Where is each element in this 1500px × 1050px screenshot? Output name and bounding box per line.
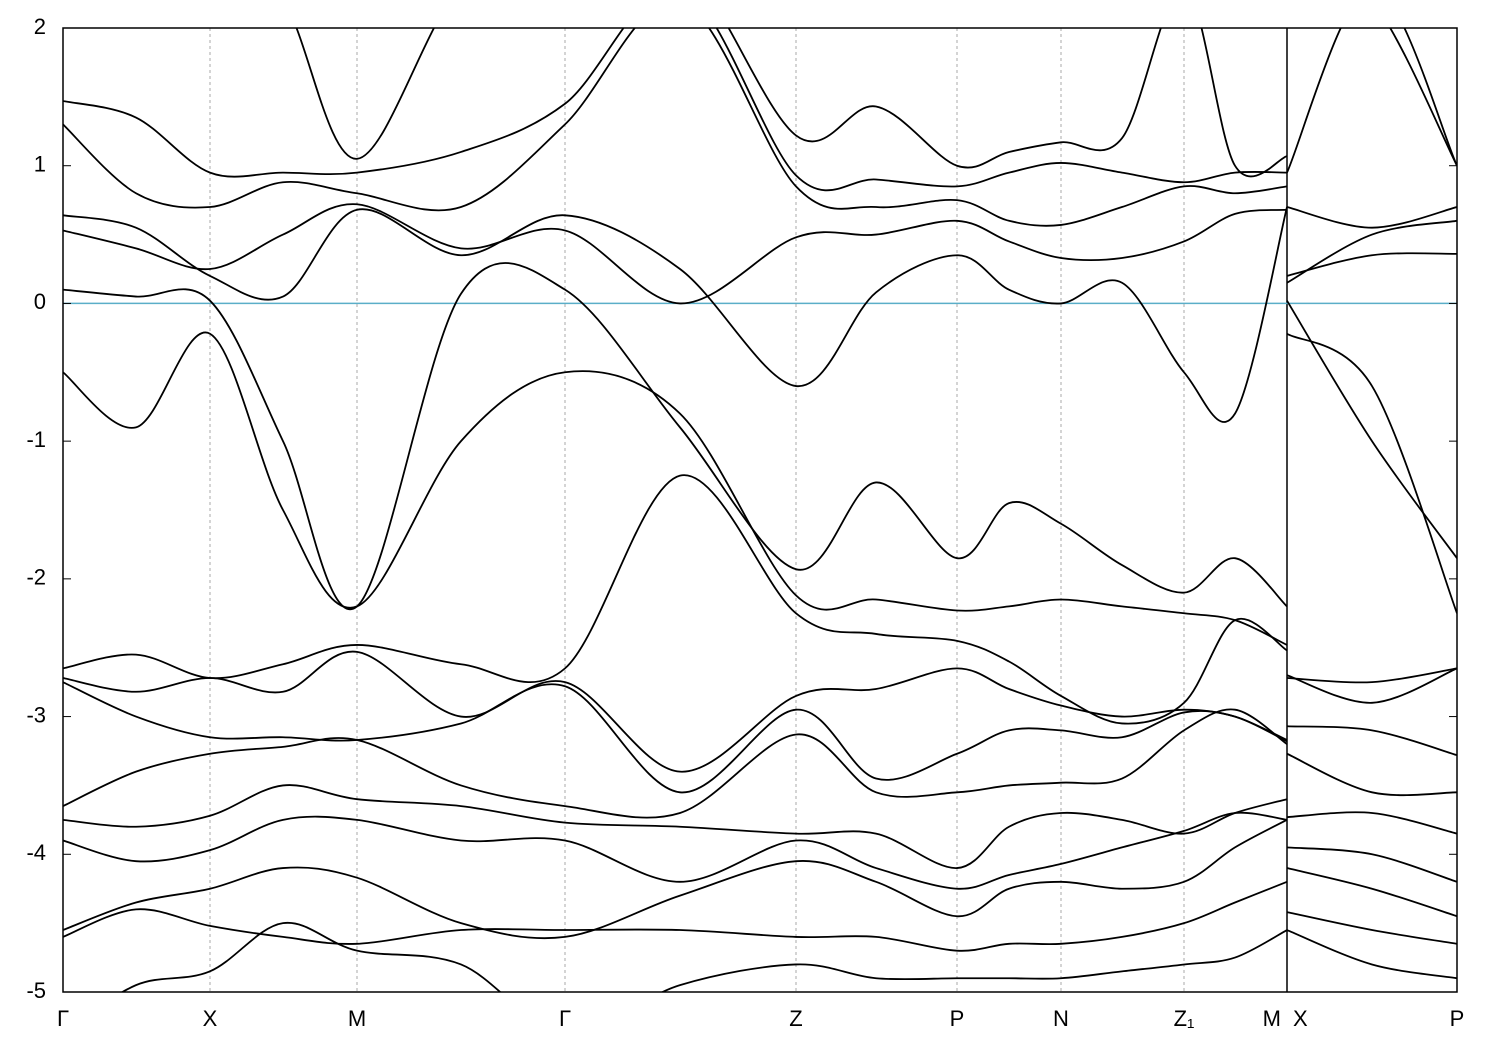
band-line [120, 921, 1457, 992]
x-tick-label: N [1053, 1006, 1069, 1031]
x-tick-label: P [950, 1006, 965, 1031]
y-tick-label: -3 [26, 702, 46, 727]
bands [63, 28, 1457, 992]
band-line [63, 880, 1457, 952]
plot-frame [62, 27, 1458, 993]
band-line [63, 28, 1457, 229]
x-tick-label: M [348, 1006, 366, 1031]
band-line [63, 28, 1457, 192]
band-line [63, 206, 1457, 423]
y-tick-label: 0 [34, 289, 46, 314]
y-tick-label: -2 [26, 565, 46, 590]
band-line [63, 262, 1457, 611]
band-line [63, 650, 1457, 773]
band-line [63, 811, 1457, 890]
band-line [63, 474, 1457, 725]
y-tick-label: -1 [26, 427, 46, 452]
x-tick-label: X [1293, 1006, 1308, 1031]
x-tick-label: M [1263, 1006, 1281, 1031]
labels: 210-1-2-3-4-5Γ X M Γ Z P N Z₁ M X P [26, 14, 1464, 1031]
band-line [63, 681, 1457, 794]
band-line [63, 784, 1457, 869]
band-line [63, 708, 1457, 819]
x-tick-label: X [203, 1006, 218, 1031]
y-tick-label: 2 [34, 14, 46, 39]
band-line [295, 28, 1457, 178]
y-tick-label: -4 [26, 840, 46, 865]
band-line [63, 331, 1457, 646]
x-tick-label: Γ [559, 1006, 571, 1031]
x-tick-label: Γ [57, 1006, 69, 1031]
x-tick-label: Z₁ [1174, 1006, 1195, 1031]
x-tick-label: P [1450, 1006, 1465, 1031]
band-line [63, 819, 1457, 940]
x-tick-label: Z [789, 1006, 802, 1031]
y-tick-label: 1 [34, 152, 46, 177]
y-tick-label: -5 [26, 978, 46, 1003]
